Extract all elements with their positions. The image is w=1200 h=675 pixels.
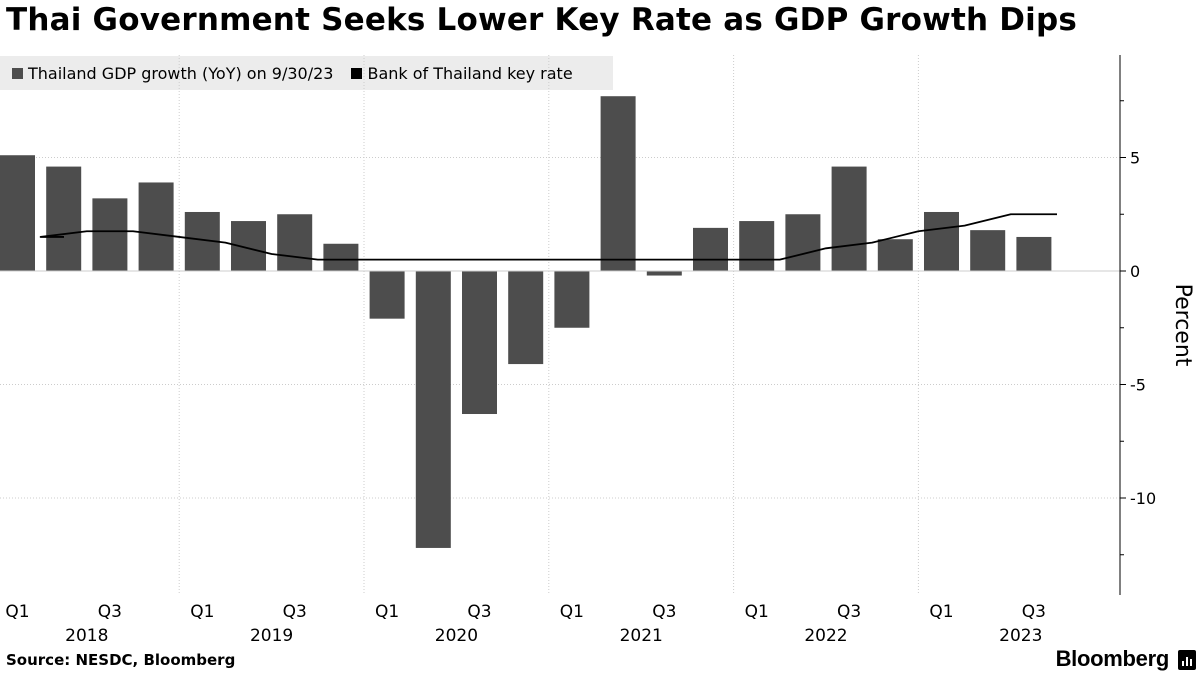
- x-year-label: 2022: [804, 626, 847, 646]
- x-tick-label: Q1: [745, 602, 769, 622]
- gdp-bar: [785, 214, 821, 271]
- x-tick-label: Q3: [283, 602, 307, 622]
- legend-swatch-key-rate: [351, 67, 363, 79]
- gdp-bar: [693, 227, 728, 271]
- gdp-bar: [138, 182, 174, 271]
- gdp-bar: [277, 214, 313, 271]
- gdp-bar: [877, 239, 913, 271]
- source-note: Source: NESDC, Bloomberg: [6, 651, 236, 669]
- gdp-bar: [508, 271, 544, 365]
- x-tick-label: Q1: [5, 602, 29, 622]
- x-tick-label: Q3: [467, 602, 491, 622]
- gdp-bar: [46, 166, 82, 271]
- legend-item-gdp: Thailand GDP growth (YoY) on 9/30/23: [12, 64, 333, 83]
- legend-swatch-gdp: [12, 67, 23, 79]
- y-axis-label: Percent: [1170, 284, 1195, 367]
- x-tick-label: Q1: [190, 602, 214, 622]
- gdp-bar: [92, 198, 128, 271]
- gdp-bar: [831, 166, 867, 271]
- x-tick-label: Q3: [1022, 602, 1046, 622]
- legend-label-key-rate: Bank of Thailand key rate: [367, 63, 573, 83]
- gdp-bar: [369, 271, 405, 319]
- x-year-label: 2018: [65, 626, 108, 646]
- y-tick-label: 5: [1130, 149, 1140, 168]
- x-tick-label: Q3: [652, 602, 676, 622]
- legend-label-gdp: Thailand GDP growth (YoY) on 9/30/23: [28, 63, 334, 83]
- gdp-bar: [1016, 236, 1052, 271]
- gdp-bar: [554, 271, 590, 328]
- y-tick-label: -10: [1130, 489, 1156, 508]
- gdp-bar: [600, 96, 636, 272]
- y-tick-label: 0: [1130, 262, 1140, 281]
- x-tick-label: Q1: [929, 602, 953, 622]
- axes: 5 0 -5 -10 Percent Q1 Q3 Q1 Q3 Q1 Q3 Q1 Q3 Q1 Q3 Q1 Q3 20…: [0, 55, 1195, 646]
- gdp-bar: [462, 271, 497, 415]
- x-tick-label: Q1: [560, 602, 584, 622]
- x-year-label: 2021: [620, 626, 663, 646]
- x-year-label: 2019: [250, 626, 293, 646]
- chart-title: Thai Government Seeks Lower Key Rate as …: [6, 2, 1078, 38]
- gdp-bar: [646, 271, 682, 276]
- x-tick-label: Q1: [375, 602, 399, 622]
- x-tick-label: Q3: [98, 602, 122, 622]
- legend-item-key-rate: Bank of Thailand key rate: [351, 63, 573, 83]
- bloomberg-logo: Bloomberg: [1055, 646, 1170, 671]
- x-year-label: 2023: [999, 626, 1042, 646]
- bloomberg-bars-icon: [1178, 650, 1196, 670]
- gdp-bar: [0, 155, 35, 271]
- key-rate-line-group: [39, 213, 1057, 261]
- key-rate-line: [39, 213, 1057, 261]
- x-year-label: 2020: [435, 626, 478, 646]
- gdp-bar: [323, 243, 359, 271]
- gdp-bar: [970, 230, 1006, 271]
- legend: Thailand GDP growth (YoY) on 9/30/23 Ban…: [0, 56, 613, 90]
- gdp-bar: [924, 211, 959, 271]
- x-tick-label: Q3: [837, 602, 861, 622]
- gdp-bar: [415, 271, 451, 548]
- gdp-bars: [0, 96, 1052, 548]
- gdp-bar: [739, 221, 775, 271]
- y-tick-label: -5: [1130, 376, 1146, 395]
